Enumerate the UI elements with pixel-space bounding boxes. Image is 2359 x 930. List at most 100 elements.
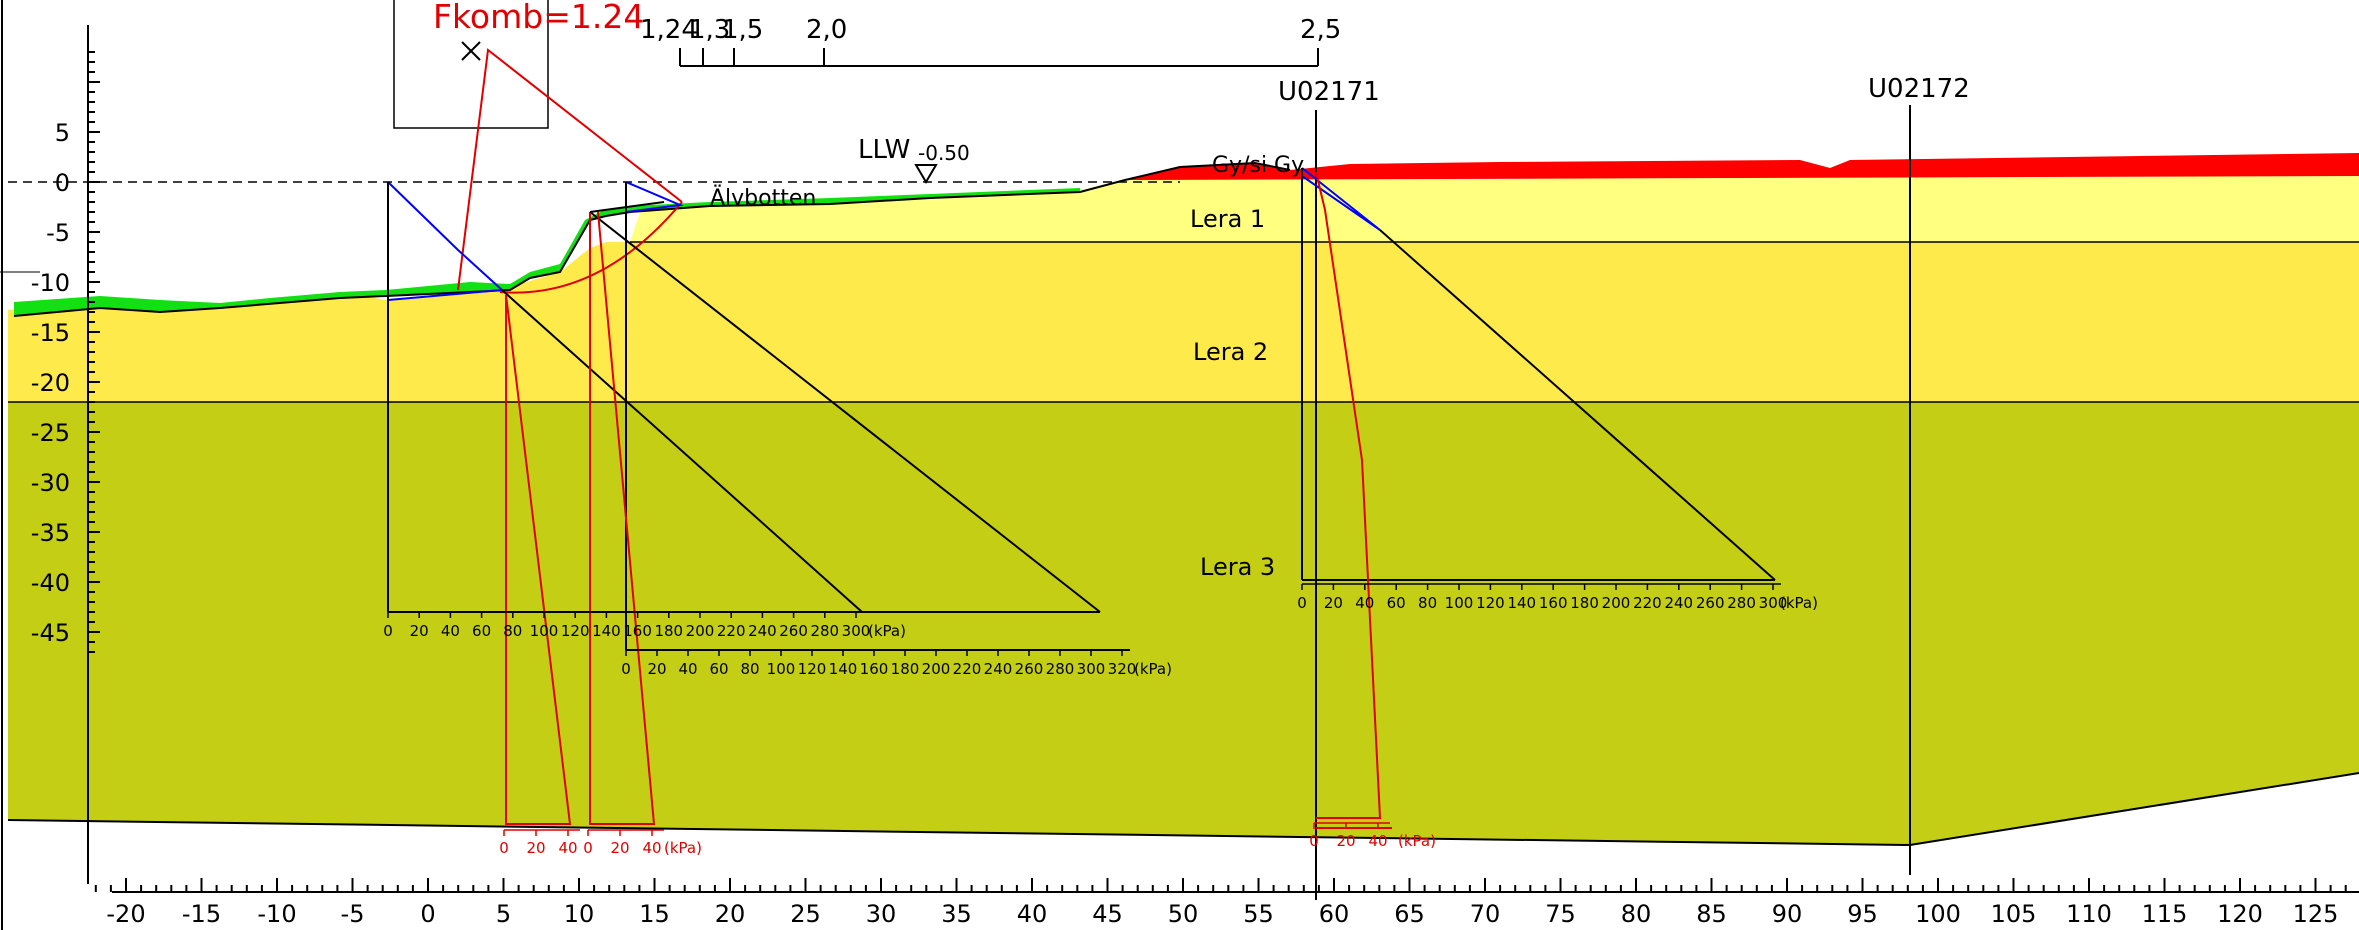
water-label: LLW [858, 135, 910, 165]
slip-circle-arc [499, 201, 683, 294]
scale-1-tick-label: 40 [441, 622, 460, 640]
scale-3-unit: (kPa) [1780, 594, 1818, 612]
scale-1-tick-label: 240 [748, 622, 777, 640]
scale-2-tick-label: 140 [829, 660, 858, 678]
scale-2-tick-label: 300 [1077, 660, 1106, 678]
safety-tick-15: 1,5 [722, 15, 763, 45]
y-tick-label: -15 [31, 319, 70, 347]
scale-3-tick-label: 60 [1387, 594, 1406, 612]
x-tick-label: 90 [1772, 900, 1803, 928]
scale-3-tick-label: 160 [1539, 594, 1568, 612]
scale-1-tick-label: 140 [592, 622, 621, 640]
water-triangle-icon [914, 164, 938, 184]
scale-1-tick-label: 60 [472, 622, 491, 640]
x-tick-label: 40 [1017, 900, 1048, 928]
x-tick-label: 35 [941, 900, 972, 928]
slip-center-icon [461, 41, 481, 61]
scale-3-tick-label: 140 [1507, 594, 1536, 612]
layer-label-lera2: Lera 2 [1193, 338, 1268, 366]
y-tick-label: 5 [55, 119, 70, 147]
scale-2-tick-label: 40 [678, 660, 697, 678]
borehole-u02172-label: U02172 [1868, 74, 1970, 104]
slip-radius-lines [457, 48, 683, 291]
scale-2-tick-label: 280 [1046, 660, 1075, 678]
safety-scale-ticks [679, 48, 1319, 66]
y-tick-label: -5 [46, 219, 70, 247]
x-tick-label: 30 [866, 900, 897, 928]
x-tick-label: -20 [106, 900, 145, 928]
scale-3-tick-label: 0 [1297, 594, 1307, 612]
scale-1-tick-label: 300 [842, 622, 871, 640]
layer-lera3 [8, 402, 2359, 845]
y-tick-label: -45 [31, 619, 70, 647]
scale-1-tick-label: 100 [530, 622, 559, 640]
red-scale-1-tick-label: 0 [499, 839, 509, 857]
scale-3-tick-label: 80 [1418, 594, 1437, 612]
scale-1-tick-label: 160 [623, 622, 652, 640]
fkomb-label: Fkomb=1.24 [433, 0, 644, 36]
x-tick-label: 85 [1696, 900, 1727, 928]
scale-3-tick-label: 220 [1633, 594, 1662, 612]
x-tick-label: 45 [1092, 900, 1123, 928]
x-tick-label: 20 [715, 900, 746, 928]
x-tick-label: 65 [1394, 900, 1425, 928]
red-scale-2-tick-label: 0 [583, 839, 593, 857]
scale-2-tick-label: 180 [891, 660, 920, 678]
scale-1-tick-label: 200 [686, 622, 715, 640]
x-tick-label: 75 [1545, 900, 1576, 928]
scale-2-tick-label: 260 [1015, 660, 1044, 678]
y-tick-label: -30 [31, 469, 70, 497]
fill-gysigy [1125, 153, 2359, 180]
x-tick-label: -15 [182, 900, 221, 928]
kpa-scales: 0 20 40 60 80 100 120 140 160 180 200 220 240 260 280 3… [383, 583, 1818, 857]
scale-2-tick-label: 100 [767, 660, 796, 678]
scale-2-tick-label: 120 [798, 660, 827, 678]
y-tick-label: 0 [55, 169, 70, 197]
scale-1-tick-label: 120 [561, 622, 590, 640]
x-tick-label: 120 [2217, 900, 2263, 928]
red-scale-2-tick-label: 20 [610, 839, 629, 857]
red-scale-unit: (kPa) [1398, 832, 1436, 850]
x-tick-label: 70 [1470, 900, 1501, 928]
red-scale-unit: (kPa) [664, 839, 702, 857]
scale-2-tick-label: 320 [1108, 660, 1137, 678]
x-tick-label: -10 [257, 900, 296, 928]
x-tick-label: 50 [1168, 900, 1199, 928]
fill-alvbotten [14, 188, 1080, 316]
scale-2-tick-label: 220 [953, 660, 982, 678]
red-scale-2-tick-label: 40 [642, 839, 661, 857]
y-tick-label: -35 [31, 519, 70, 547]
scale-3-tick-label: 200 [1602, 594, 1631, 612]
scale-3-tick-label: 280 [1727, 594, 1756, 612]
x-tick-label: 15 [639, 900, 670, 928]
alvbotten-label: Älvbotten [710, 185, 816, 211]
scale-2-tick-label: 60 [709, 660, 728, 678]
scale-2-tick-label: 200 [922, 660, 951, 678]
x-tick-label: -5 [341, 900, 365, 928]
scale-1-tick-label: 260 [779, 622, 808, 640]
scale-1-tick-label: 180 [654, 622, 683, 640]
scale-3-tick-label: 260 [1696, 594, 1725, 612]
scale-1-tick-label: 20 [410, 622, 429, 640]
y-tick-label: -40 [31, 569, 70, 597]
scale-2-unit: (kPa) [1134, 660, 1172, 678]
scale-1-tick-label: 220 [717, 622, 746, 640]
x-tick-label: 60 [1319, 900, 1350, 928]
x-tick-label: 80 [1621, 900, 1652, 928]
x-tick-label: 5 [496, 900, 511, 928]
layer-label-lera1: Lera 1 [1190, 205, 1265, 233]
y-tick-label: -20 [31, 369, 70, 397]
x-axis-ticks: -20 -15 -10 -5 0 5 10 15 20 25 30 35 40 45 50 55 60 65 70 7… [94, 878, 2347, 928]
x-tick-label: 55 [1243, 900, 1274, 928]
scale-3-tick-label: 180 [1570, 594, 1599, 612]
x-tick-label: 125 [2293, 900, 2339, 928]
red-scale-3-tick-label: 20 [1336, 832, 1355, 850]
x-tick-label: 10 [564, 900, 595, 928]
layer-lera2 [8, 242, 2359, 402]
x-tick-label: 0 [420, 900, 435, 928]
scale-1-tick-label: 280 [810, 622, 839, 640]
x-tick-label: 110 [2066, 900, 2112, 928]
y-tick-label: -25 [31, 419, 70, 447]
scale-1-tick-label: 80 [503, 622, 522, 640]
